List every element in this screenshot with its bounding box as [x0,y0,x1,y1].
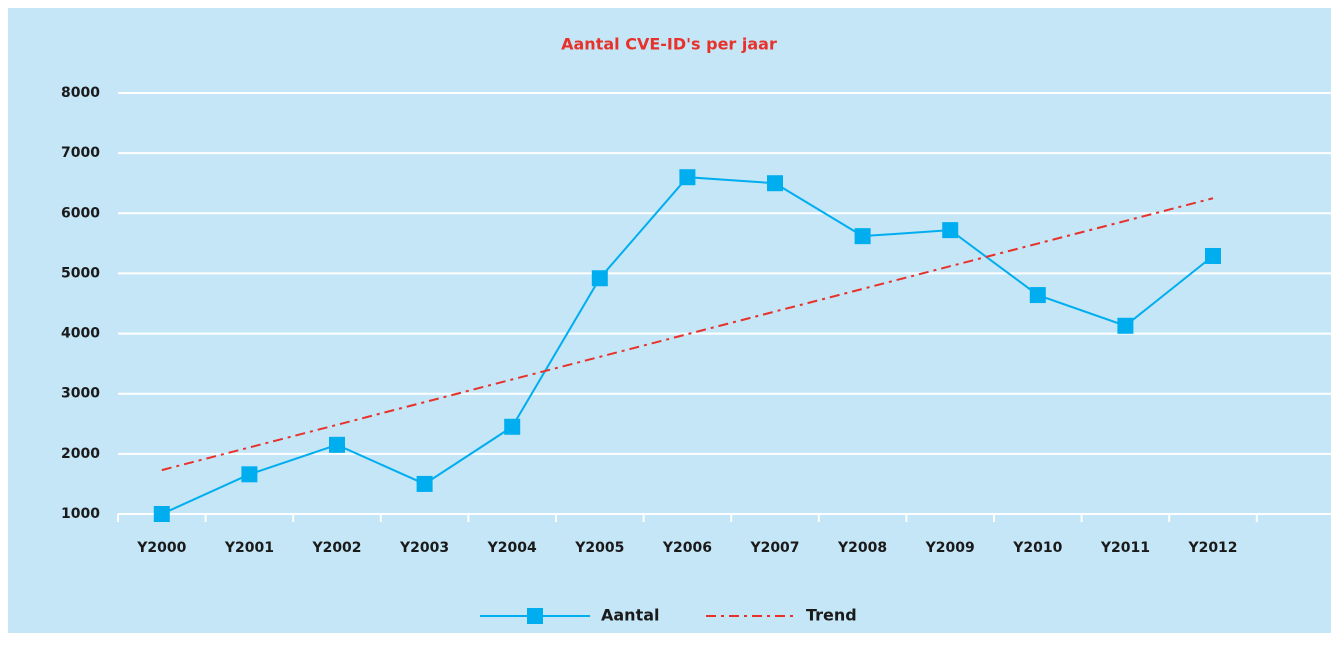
x-tick-label: Y2009 [925,540,975,556]
x-tick-label: Y2012 [1187,540,1237,556]
legend-label: Aantal [601,606,660,625]
data-marker [329,436,345,453]
data-marker [591,270,608,287]
y-tick-label: 8000 [61,85,100,101]
y-tick-label: 1000 [61,506,100,522]
series-line [161,197,1214,472]
y-tick-label: 3000 [61,386,100,402]
x-tick-label: Y2002 [311,540,361,556]
data-marker [1117,317,1134,334]
x-tick-label: Y2011 [1100,540,1150,556]
x-tick-label: Y2001 [224,540,274,556]
x-tick-label: Y2010 [1012,540,1062,556]
legend-label: Trend [806,606,857,625]
data-marker [679,169,696,186]
x-tick-label: Y2007 [749,540,799,556]
data-marker [854,228,871,245]
y-tick-label: 4000 [61,326,100,342]
legend-marker [527,608,543,624]
x-tick-label: Y2004 [487,540,537,556]
data-marker [942,222,959,239]
x-tick-label: Y2000 [136,540,186,556]
y-tick-label: 2000 [61,446,100,462]
data-marker [1205,247,1221,264]
chart-title: Aantal CVE-ID's per jaar [561,35,777,54]
x-tick-label: Y2006 [662,540,712,556]
x-tick-label: Y2005 [574,540,624,556]
data-marker [416,475,433,492]
x-tick-label: Y2008 [837,540,887,556]
x-tick-label: Y2003 [399,540,449,556]
data-marker [241,466,258,483]
data-marker [504,418,521,435]
y-tick-label: 6000 [61,205,100,221]
data-marker [767,175,783,192]
data-marker [1029,287,1046,304]
y-tick-label: 7000 [61,145,100,161]
data-marker [153,506,170,522]
y-tick-label: 5000 [61,265,100,281]
